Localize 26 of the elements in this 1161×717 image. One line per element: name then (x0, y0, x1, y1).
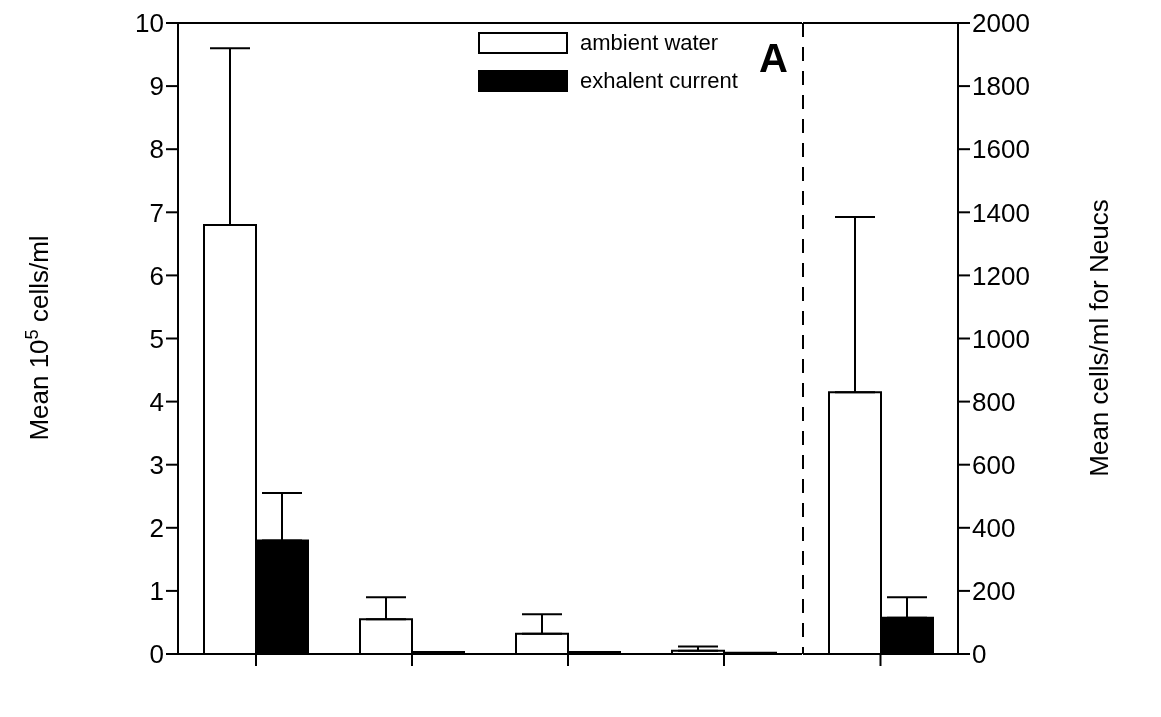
y-tick-label: 10 (135, 8, 164, 39)
y-tick-label: 400 (972, 513, 1016, 544)
y-tick-label: 1400 (972, 197, 1030, 228)
y-tick-label: 4 (149, 386, 164, 417)
y-tick-label: 6 (149, 260, 164, 291)
y-tick-label: 1000 (972, 323, 1030, 354)
y-tick-label: 5 (149, 323, 164, 354)
y-tick-label: 9 (149, 71, 164, 102)
y-tick-label: 200 (972, 576, 1016, 607)
y-tick-label: 3 (149, 449, 164, 480)
y-tick-label: 7 (149, 197, 164, 228)
y-tick-label: 1 (149, 576, 164, 607)
annotation: A (759, 36, 788, 81)
y-tick-label: 800 (972, 386, 1016, 417)
y-tick-label: 600 (972, 449, 1016, 480)
y-tick-label: 1200 (972, 260, 1030, 291)
y-tick-label: 0 (972, 639, 987, 670)
y-tick-label: 2000 (972, 8, 1030, 39)
y-tick-label: 1800 (972, 71, 1030, 102)
y-tick-label: 1600 (972, 134, 1030, 165)
y-tick-label: 0 (149, 639, 164, 670)
y-axis-title: Mean cells/ml for Neucs (1084, 199, 1114, 477)
y-tick-label: 2 (149, 513, 164, 544)
y-tick-label: 8 (149, 134, 164, 165)
legend-label: ambient water (580, 30, 719, 56)
legend-label: exhalent current (580, 68, 738, 94)
